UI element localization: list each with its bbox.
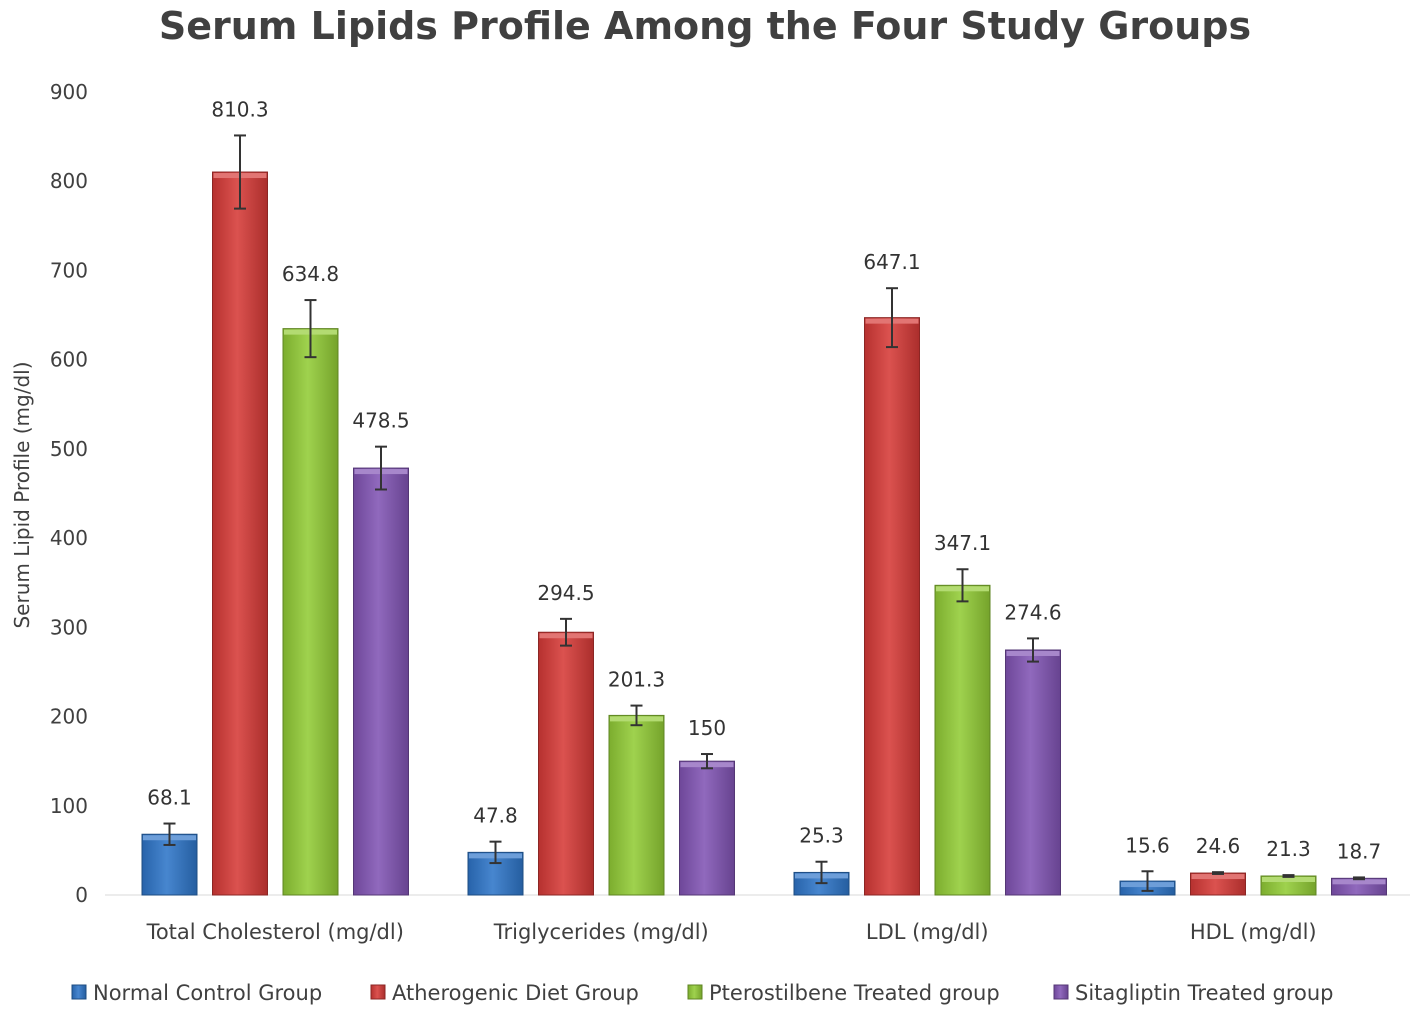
bar-group: 634.8 [282, 262, 339, 896]
y-tick-label: 600 [50, 348, 88, 372]
legend-swatch [370, 984, 386, 1000]
y-tick-label: 800 [50, 169, 88, 193]
bar [608, 714, 665, 896]
bar-series-group: 68.1 810.3 634.8 478.5 47.8 294.5 201.3 150 25.3… [141, 97, 1387, 896]
data-label: 21.3 [1266, 837, 1311, 861]
bar [212, 171, 268, 896]
bar-group: 15.6 [1119, 833, 1176, 896]
data-label: 294.5 [537, 581, 594, 605]
y-tick-label: 100 [50, 794, 88, 818]
legend-item: Pterostilbene Treated group [687, 981, 1000, 1005]
legend-swatch [1053, 984, 1069, 1000]
bar-group: 201.3 [608, 668, 665, 896]
x-axis-category-labels: Total Cholesterol (mg/dl) Triglycerides (… [146, 920, 1317, 944]
data-label: 15.6 [1125, 833, 1170, 857]
y-tick-label: 200 [50, 705, 88, 729]
x-category-label: LDL (mg/dl) [866, 920, 989, 944]
bar-group: 68.1 [141, 786, 198, 896]
y-axis-title: Serum Lipid Profile (mg/dl) [10, 361, 34, 628]
bar-group: 347.1 [934, 531, 991, 896]
bar-group: 47.8 [467, 804, 524, 896]
legend-item: Normal Control Group [71, 981, 322, 1005]
data-label: 24.6 [1196, 834, 1241, 858]
bar-group: 21.3 [1260, 837, 1317, 896]
data-label: 647.1 [863, 250, 920, 274]
bar-highlight [1332, 879, 1386, 885]
bar-group: 274.6 [1004, 600, 1062, 896]
legend-label: Pterostilbene Treated group [709, 981, 1000, 1005]
x-category-label: HDL (mg/dl) [1190, 920, 1317, 944]
data-label: 47.8 [473, 804, 518, 828]
data-label: 634.8 [282, 262, 339, 286]
bar-group: 150 [679, 716, 735, 896]
bar [864, 317, 920, 896]
data-label: 68.1 [147, 786, 192, 810]
bar [679, 760, 735, 896]
bar [1005, 649, 1061, 896]
legend-label: Sitagliptin Treated group [1075, 981, 1334, 1005]
legend-label: Atherogenic Diet Group [392, 981, 639, 1005]
bar-group: 647.1 [863, 250, 921, 896]
x-category-label: Total Cholesterol (mg/dl) [146, 920, 404, 944]
data-label: 201.3 [608, 668, 665, 692]
data-label: 25.3 [799, 824, 844, 848]
data-label: 274.6 [1004, 600, 1061, 624]
y-axis-ticks: 0 100 200 300 400 500 600 700 800 900 [50, 80, 88, 907]
y-tick-label: 400 [50, 526, 88, 550]
data-label: 150 [688, 716, 726, 740]
x-category-label: Triglycerides (mg/dl) [493, 920, 709, 944]
bar-group: 810.3 [211, 97, 269, 896]
y-tick-label: 500 [50, 437, 88, 461]
bar-group: 25.3 [793, 824, 850, 896]
y-tick-label: 0 [75, 883, 88, 907]
y-tick-label: 700 [50, 258, 88, 282]
bar-group: 18.7 [1331, 839, 1387, 896]
legend: Normal Control Group Atherogenic Diet Gro… [71, 981, 1334, 1005]
data-label: 18.7 [1337, 839, 1382, 863]
legend-item: Atherogenic Diet Group [370, 981, 639, 1005]
bar-group: 24.6 [1190, 834, 1246, 896]
y-tick-label: 900 [50, 80, 88, 104]
bar-group: 294.5 [537, 581, 595, 896]
bar-highlight [1191, 874, 1245, 880]
legend-swatch [71, 984, 87, 1000]
bar [282, 328, 339, 896]
bar [934, 584, 991, 896]
bar-group: 478.5 [352, 409, 410, 896]
data-label: 347.1 [934, 531, 991, 555]
legend-item: Sitagliptin Treated group [1053, 981, 1334, 1005]
bar-highlight [1262, 876, 1315, 882]
data-label: 810.3 [211, 97, 268, 121]
legend-label: Normal Control Group [93, 981, 322, 1005]
y-tick-label: 300 [50, 615, 88, 639]
chart-title: Serum Lipids Profile Among the Four Stud… [158, 4, 1252, 48]
bar [538, 631, 594, 896]
legend-swatch [687, 984, 703, 1000]
data-label: 478.5 [352, 409, 409, 433]
bar [353, 467, 409, 896]
